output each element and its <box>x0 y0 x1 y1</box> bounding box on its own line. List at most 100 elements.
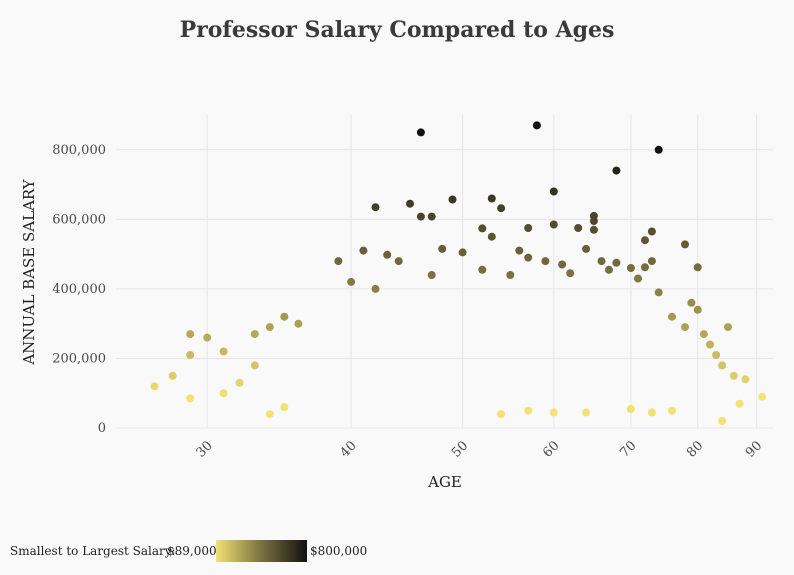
data-point <box>150 382 159 391</box>
data-point <box>724 323 732 332</box>
data-point <box>334 257 343 266</box>
data-point <box>668 312 676 321</box>
y-axis-ticks: 0 200,000 400,000 600,000 800,000 <box>52 143 106 436</box>
data-point <box>371 284 380 293</box>
data-point <box>250 361 259 370</box>
data-point <box>718 361 727 370</box>
data-point <box>458 248 467 257</box>
x-tick-label: 60 <box>540 438 562 460</box>
data-point <box>506 271 515 279</box>
color-legend-min: $89,000 <box>167 544 217 558</box>
color-legend: Smallest to Largest Salary: $89,000 $800… <box>10 540 367 562</box>
data-point <box>219 347 228 356</box>
data-point <box>524 253 533 262</box>
data-point <box>693 263 702 272</box>
x-tick-label: 50 <box>449 438 471 460</box>
data-point <box>654 145 663 154</box>
data-point <box>541 257 550 266</box>
data-point <box>634 274 642 283</box>
y-tick-label: 400,000 <box>52 282 106 297</box>
data-point <box>265 323 274 332</box>
data-point <box>699 330 708 339</box>
data-point <box>597 257 606 266</box>
color-legend-max: $800,000 <box>310 544 367 558</box>
data-point <box>549 220 558 229</box>
x-axis-ticks: 30 40 50 60 70 80 90 <box>194 438 766 460</box>
data-point <box>706 340 714 349</box>
y-axis-label: ANNUAL BASE SALARY <box>20 178 38 365</box>
data-point <box>566 269 575 278</box>
data-point <box>687 298 696 307</box>
data-point <box>647 257 656 266</box>
data-point <box>549 408 558 417</box>
data-point <box>406 199 414 208</box>
data-point <box>574 224 583 232</box>
data-point <box>448 195 457 204</box>
x-tick-label: 70 <box>617 438 639 460</box>
data-point <box>347 277 356 286</box>
data-point <box>497 204 506 213</box>
data-point <box>641 236 649 245</box>
data-point <box>168 371 177 380</box>
y-tick-label: 0 <box>98 421 106 436</box>
data-point <box>497 410 506 419</box>
data-point <box>487 194 496 203</box>
x-axis-label: AGE <box>427 473 462 491</box>
data-point <box>681 240 689 249</box>
data-point <box>641 263 649 272</box>
data-point <box>524 224 533 232</box>
data-point <box>626 404 635 413</box>
data-point <box>416 128 425 137</box>
data-point <box>758 392 767 401</box>
data-point <box>589 211 598 220</box>
data-point <box>438 244 447 253</box>
data-point <box>712 351 721 359</box>
data-point <box>371 203 380 212</box>
data-point <box>741 375 750 384</box>
y-tick-label: 200,000 <box>52 351 106 366</box>
data-point <box>729 371 738 380</box>
data-point <box>558 260 567 269</box>
data-point <box>654 288 663 297</box>
data-point <box>549 187 558 196</box>
data-point <box>383 250 392 259</box>
data-point <box>612 166 621 175</box>
chart-title: Professor Salary Compared to Ages <box>180 17 615 43</box>
data-point <box>582 244 591 253</box>
x-tick-label: 90 <box>743 438 765 460</box>
data-point <box>280 312 289 321</box>
data-point <box>478 265 487 274</box>
data-point <box>186 330 195 339</box>
data-point <box>416 212 425 221</box>
data-point <box>515 246 524 255</box>
data-point <box>693 305 702 314</box>
data-point <box>589 225 598 234</box>
color-legend-gradient-bar <box>216 540 307 562</box>
data-point <box>265 410 274 419</box>
data-point <box>280 403 289 412</box>
data-point <box>612 258 621 267</box>
gridlines <box>116 115 773 429</box>
data-point <box>294 319 303 328</box>
x-tick-label: 40 <box>337 438 359 460</box>
data-point <box>250 330 259 339</box>
data-point <box>605 265 613 274</box>
data-point <box>203 333 212 342</box>
y-tick-label: 600,000 <box>52 212 106 227</box>
data-point <box>219 389 228 398</box>
data-point <box>524 406 533 415</box>
color-legend-label: Smallest to Largest Salary: <box>10 544 176 558</box>
x-tick-label: 30 <box>194 438 216 460</box>
data-point <box>681 323 689 332</box>
data-point <box>186 394 195 403</box>
data-point <box>582 408 591 417</box>
data-point <box>359 246 368 255</box>
y-tick-label: 800,000 <box>52 143 106 158</box>
data-point <box>668 406 676 415</box>
data-point <box>427 212 436 221</box>
data-points <box>150 121 767 425</box>
data-point <box>186 351 195 359</box>
data-point <box>647 227 656 236</box>
data-point <box>718 417 727 425</box>
